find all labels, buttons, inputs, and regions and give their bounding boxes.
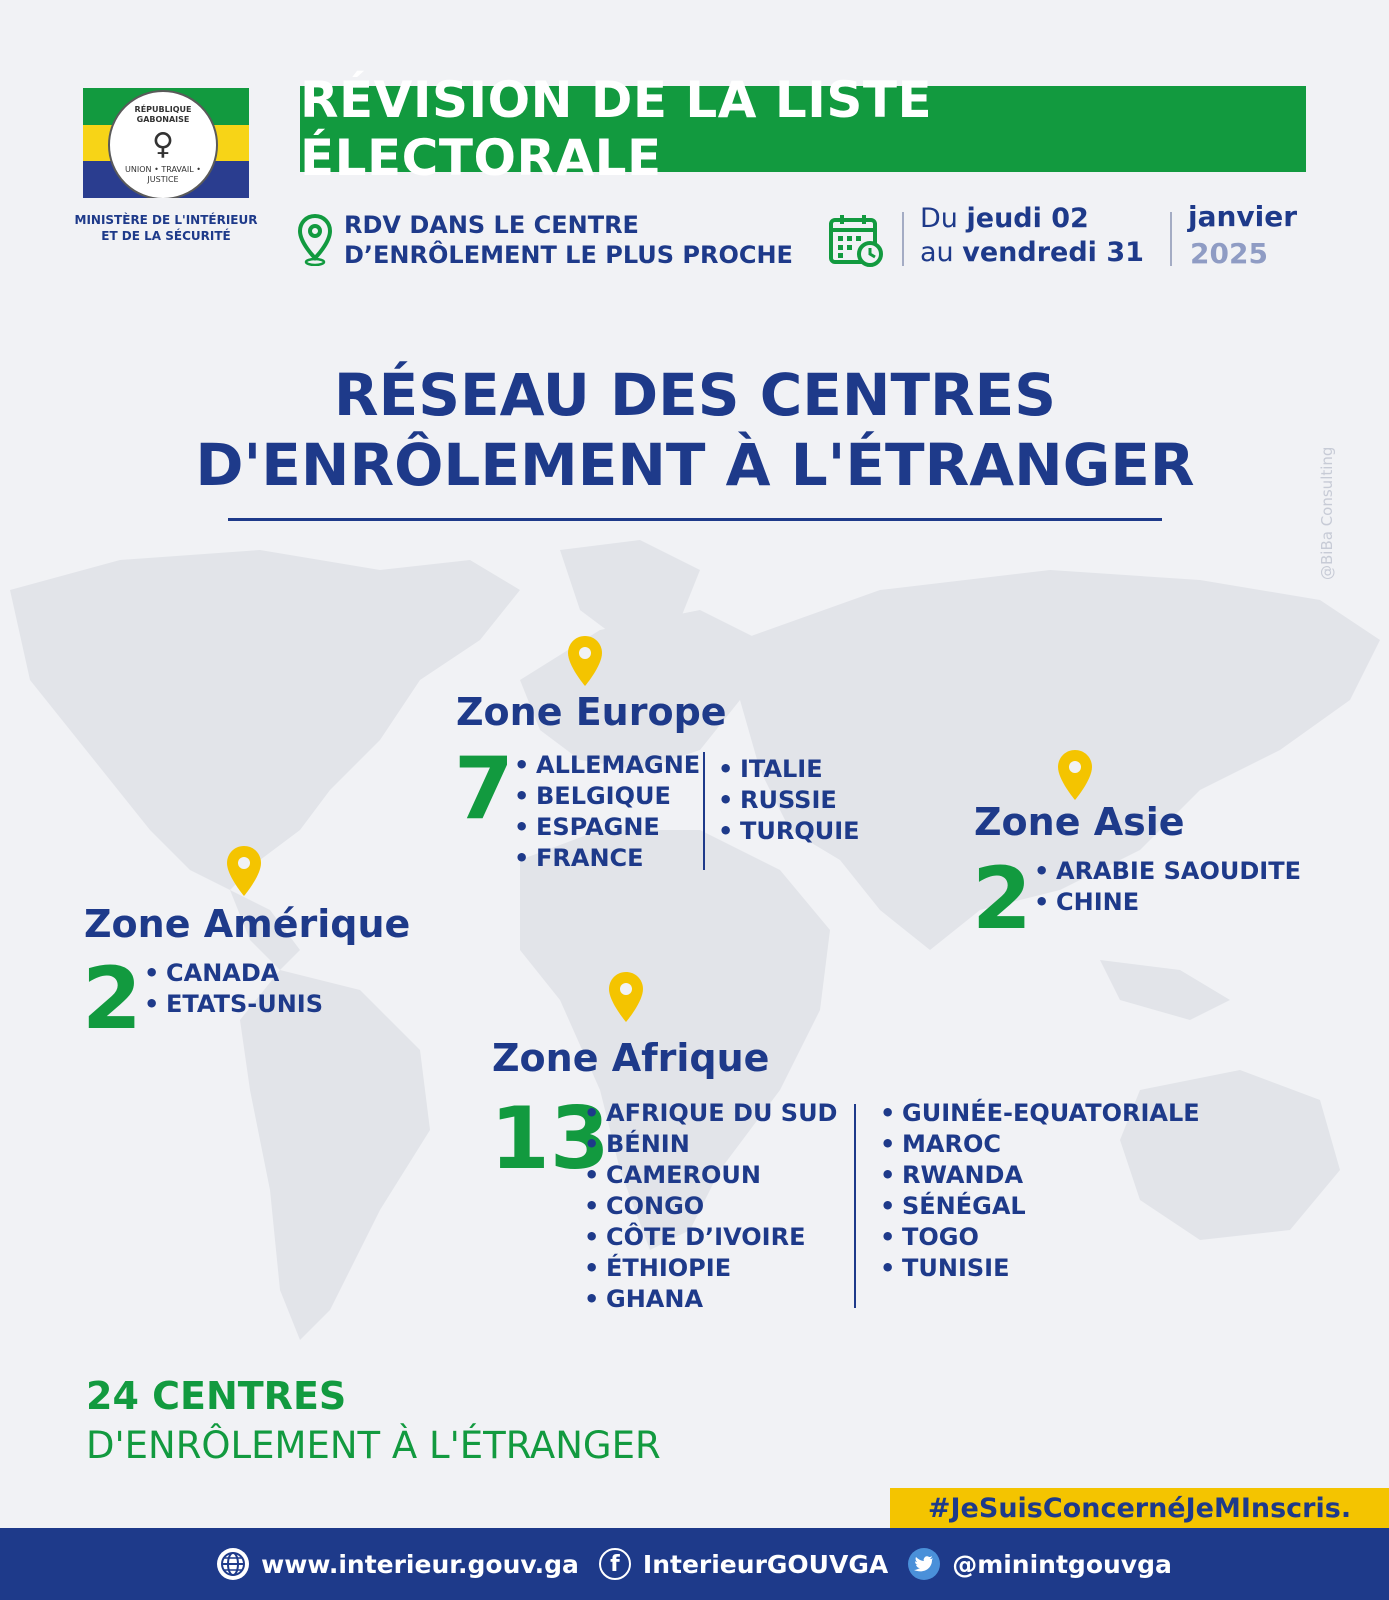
separator: [902, 212, 904, 266]
rdv-line-2: D’ENRÔLEMENT LE PLUS PROCHE: [344, 241, 793, 269]
seal-figure-icon: ♀: [152, 127, 174, 162]
hashtag-banner: #JeSuisConcernéJeMInscris.: [890, 1488, 1389, 1528]
calendar-icon: [829, 215, 883, 267]
list-item: TUNISIE: [880, 1253, 1200, 1284]
list-item: SÉNÉGAL: [880, 1191, 1200, 1222]
date-month: janvier: [1188, 200, 1298, 233]
title-line-2: D'ENRÔLEMENT À L'ÉTRANGER: [195, 431, 1195, 499]
zone-europe-list-2: ITALIE RUSSIE TURQUIE: [718, 754, 860, 847]
footer-twitter[interactable]: @minintgouvga: [908, 1548, 1172, 1580]
seal-text-bottom: UNION • TRAVAIL • JUSTICE: [125, 165, 201, 184]
zone-afrique-title: Zone Afrique: [492, 1036, 770, 1080]
list-item: CHINE: [1034, 887, 1301, 918]
list-item: GUINÉE-EQUATORIALE: [880, 1098, 1200, 1129]
map-pin-icon: [1058, 750, 1092, 800]
zone-asie-list: ARABIE SAOUDITE CHINE: [1034, 856, 1301, 918]
separator: [1170, 212, 1172, 266]
list-item: TURQUIE: [718, 816, 860, 847]
banner-title: RÉVISION DE LA LISTE ÉLECTORALE: [300, 71, 1306, 187]
zone-amerique-list: CANADA ETATS-UNIS: [144, 958, 323, 1020]
location-pin-icon: [298, 214, 332, 266]
column-separator: [703, 752, 705, 870]
date-range: Du jeudi 02 au vendredi 31: [920, 202, 1144, 270]
footer-website-label: www.interieur.gouv.ga: [261, 1549, 579, 1579]
column-separator: [854, 1104, 856, 1308]
footer-facebook[interactable]: f InterieurGOUVGA: [598, 1548, 889, 1580]
footer: www.interieur.gouv.ga f InterieurGOUVGA …: [0, 1528, 1389, 1600]
globe-icon: [217, 1548, 250, 1580]
list-item: ÉTHIOPIE: [584, 1253, 837, 1284]
list-item: CANADA: [144, 958, 323, 989]
zone-afrique-list-1: AFRIQUE DU SUD BÉNIN CAMEROUN CONGO CÔTE…: [584, 1098, 837, 1315]
list-item: BÉNIN: [584, 1129, 837, 1160]
date-year: 2025: [1190, 237, 1268, 270]
zone-europe-list-1: ALLEMAGNE BELGIQUE ESPAGNE FRANCE: [514, 750, 700, 874]
date-to-prefix: au: [920, 237, 954, 268]
zone-afrique-list-2: GUINÉE-EQUATORIALE MAROC RWANDA SÉNÉGAL …: [880, 1098, 1200, 1284]
list-item: AFRIQUE DU SUD: [584, 1098, 837, 1129]
list-item: CÔTE D’IVOIRE: [584, 1222, 837, 1253]
total-centres-label: D'ENRÔLEMENT À L'ÉTRANGER: [86, 1424, 661, 1467]
list-item: ALLEMAGNE: [514, 750, 700, 781]
date-from: jeudi 02: [966, 203, 1089, 234]
list-item: FRANCE: [514, 843, 700, 874]
title-underline: [228, 518, 1162, 521]
list-item: MAROC: [880, 1129, 1200, 1160]
world-map-background: [10, 540, 1380, 1340]
zone-asie-title: Zone Asie: [974, 800, 1185, 844]
ministry-line-1: MINISTÈRE DE L'INTÉRIEUR: [74, 213, 258, 227]
list-item: CONGO: [584, 1191, 837, 1222]
footer-facebook-label: InterieurGOUVGA: [642, 1549, 889, 1579]
date-from-prefix: Du: [920, 203, 958, 234]
zone-europe-title: Zone Europe: [456, 690, 727, 734]
list-item: ITALIE: [718, 754, 860, 785]
list-item: GHANA: [584, 1284, 837, 1315]
list-item: ESPAGNE: [514, 812, 700, 843]
list-item: TOGO: [880, 1222, 1200, 1253]
footer-twitter-label: @minintgouvga: [952, 1549, 1172, 1579]
zone-asie-count: 2: [972, 849, 1032, 949]
zone-amerique-title: Zone Amérique: [84, 902, 411, 946]
rdv-text: RDV DANS LE CENTRE D’ENRÔLEMENT LE PLUS …: [344, 210, 793, 270]
list-item: ETATS-UNIS: [144, 989, 323, 1020]
map-pin-icon: [227, 846, 261, 896]
gabon-flag-emblem: RÉPUBLIQUE GABONAISE ♀ UNION • TRAVAIL •…: [83, 88, 249, 198]
zone-amerique-count: 2: [82, 949, 142, 1049]
page-title: RÉSEAU DES CENTRES D'ENRÔLEMENT À L'ÉTRA…: [160, 360, 1230, 500]
list-item: RWANDA: [880, 1160, 1200, 1191]
map-pin-icon: [609, 972, 643, 1022]
list-item: CAMEROUN: [584, 1160, 837, 1191]
facebook-icon: f: [598, 1548, 631, 1580]
watermark: @BiBa Consulting: [1318, 446, 1336, 580]
title-line-1: RÉSEAU DES CENTRES: [333, 361, 1057, 429]
ministry-line-2: ET DE LA SÉCURITÉ: [101, 229, 231, 243]
list-item: ARABIE SAOUDITE: [1034, 856, 1301, 887]
republic-seal: RÉPUBLIQUE GABONAISE ♀ UNION • TRAVAIL •…: [108, 90, 218, 198]
rdv-line-1: RDV DANS LE CENTRE: [344, 211, 639, 239]
seal-text-top: RÉPUBLIQUE GABONAISE: [134, 105, 192, 124]
list-item: RUSSIE: [718, 785, 860, 816]
date-to: vendredi 31: [962, 237, 1144, 268]
list-item: BELGIQUE: [514, 781, 700, 812]
footer-website[interactable]: www.interieur.gouv.ga: [217, 1548, 579, 1580]
ministry-name: MINISTÈRE DE L'INTÉRIEUR ET DE LA SÉCURI…: [70, 212, 262, 244]
zone-europe-count: 7: [454, 739, 514, 839]
total-centres-count: 24 CENTRES: [86, 1374, 347, 1418]
map-pin-icon: [568, 636, 602, 686]
twitter-icon: [908, 1548, 941, 1580]
